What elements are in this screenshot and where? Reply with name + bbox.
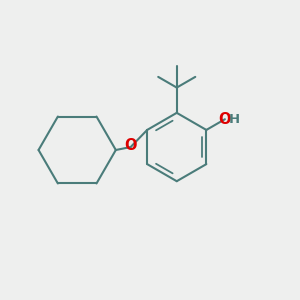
Text: H: H (229, 113, 240, 126)
Text: O: O (219, 112, 231, 127)
Text: O: O (124, 138, 137, 153)
